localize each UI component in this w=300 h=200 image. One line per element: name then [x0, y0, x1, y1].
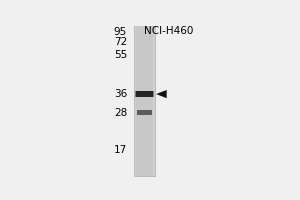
Bar	[136, 91, 153, 97]
Bar	[134, 26, 155, 176]
Bar	[136, 110, 152, 115]
Text: 28: 28	[114, 108, 127, 118]
Text: 72: 72	[114, 37, 127, 47]
Text: 17: 17	[114, 145, 127, 155]
Polygon shape	[156, 90, 167, 98]
Text: 95: 95	[114, 27, 127, 37]
Bar	[136, 26, 153, 176]
Bar	[134, 91, 154, 97]
Text: NCI-H460: NCI-H460	[145, 26, 194, 36]
Text: 55: 55	[114, 50, 127, 60]
Text: 36: 36	[114, 89, 127, 99]
